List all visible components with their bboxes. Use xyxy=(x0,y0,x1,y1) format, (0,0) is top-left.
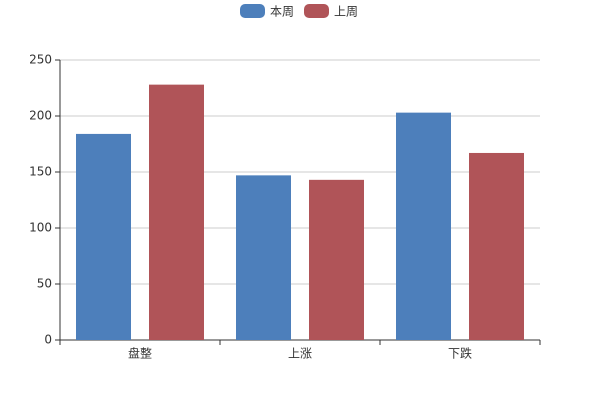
y-tick-label: 250 xyxy=(29,53,52,67)
y-tick-label: 100 xyxy=(29,221,52,235)
legend-swatch[interactable] xyxy=(240,4,265,18)
bar xyxy=(469,152,524,340)
y-tick-label: 150 xyxy=(29,165,52,179)
legend-swatch[interactable] xyxy=(304,4,329,18)
bar xyxy=(309,179,364,340)
y-tick-label: 200 xyxy=(29,109,52,123)
bar xyxy=(149,84,204,340)
bar xyxy=(76,133,131,340)
x-tick-label: 下跌 xyxy=(448,346,472,361)
legend-label[interactable]: 本周 xyxy=(270,5,294,19)
x-tick-label: 盘整 xyxy=(128,346,152,361)
bar xyxy=(396,112,451,340)
y-tick-label: 0 xyxy=(44,333,52,347)
bar xyxy=(236,175,291,340)
y-tick-label: 50 xyxy=(37,277,52,291)
x-tick-label: 上涨 xyxy=(288,346,312,361)
legend-label[interactable]: 上周 xyxy=(334,5,358,19)
